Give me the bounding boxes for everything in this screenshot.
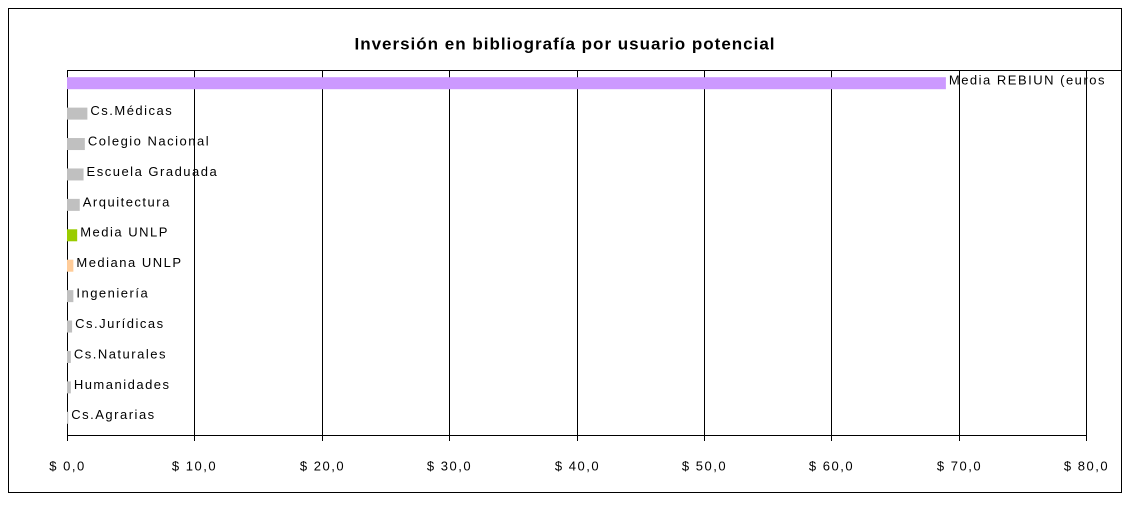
category-label: Arquitectura [83,194,171,209]
bar [67,320,73,333]
bar [67,229,78,242]
x-tick-label: $ 70,0 [937,458,982,473]
bar [67,259,74,272]
category-label: Mediana UNLP [76,255,182,270]
x-tick-label: $ 50,0 [682,458,727,473]
category-label: Ingeniería [76,286,149,301]
category-label: Media REBIUN (euros [949,73,1106,88]
chart-title: Inversión en bibliografía por usuario po… [354,34,775,53]
x-tick-label: $ 10,0 [172,458,217,473]
bar [67,168,84,181]
category-label: Media UNLP [80,225,169,240]
bar [67,138,85,151]
x-tick-label: $ 30,0 [427,458,472,473]
category-label: Cs.Médicas [90,103,173,118]
category-label: Humanidades [74,377,171,392]
x-tick-label: $ 20,0 [300,458,345,473]
bar [67,77,946,90]
category-label: Escuela Graduada [87,164,219,179]
bar [67,198,80,211]
plot-area: $ 0,0 $ 10,0 $ 20,0 $ 30,0 $ 40,0 $ 50,0 $ 60,… [49,70,1122,473]
x-tick-label: $ 60,0 [809,458,854,473]
bar [67,381,71,394]
bar [67,350,71,363]
bar [67,290,74,303]
x-tick-label: $ 80,0 [1064,458,1109,473]
x-tick-label: $ 40,0 [555,458,600,473]
category-label: Cs.Agrarias [71,407,155,422]
bar [67,107,88,120]
bar [67,411,69,424]
x-tick-label: $ 0,0 [49,458,85,473]
category-label: Cs.Naturales [74,346,167,361]
category-label: Colegio Nacional [88,133,210,148]
category-label: Cs.Jurídicas [75,316,165,331]
